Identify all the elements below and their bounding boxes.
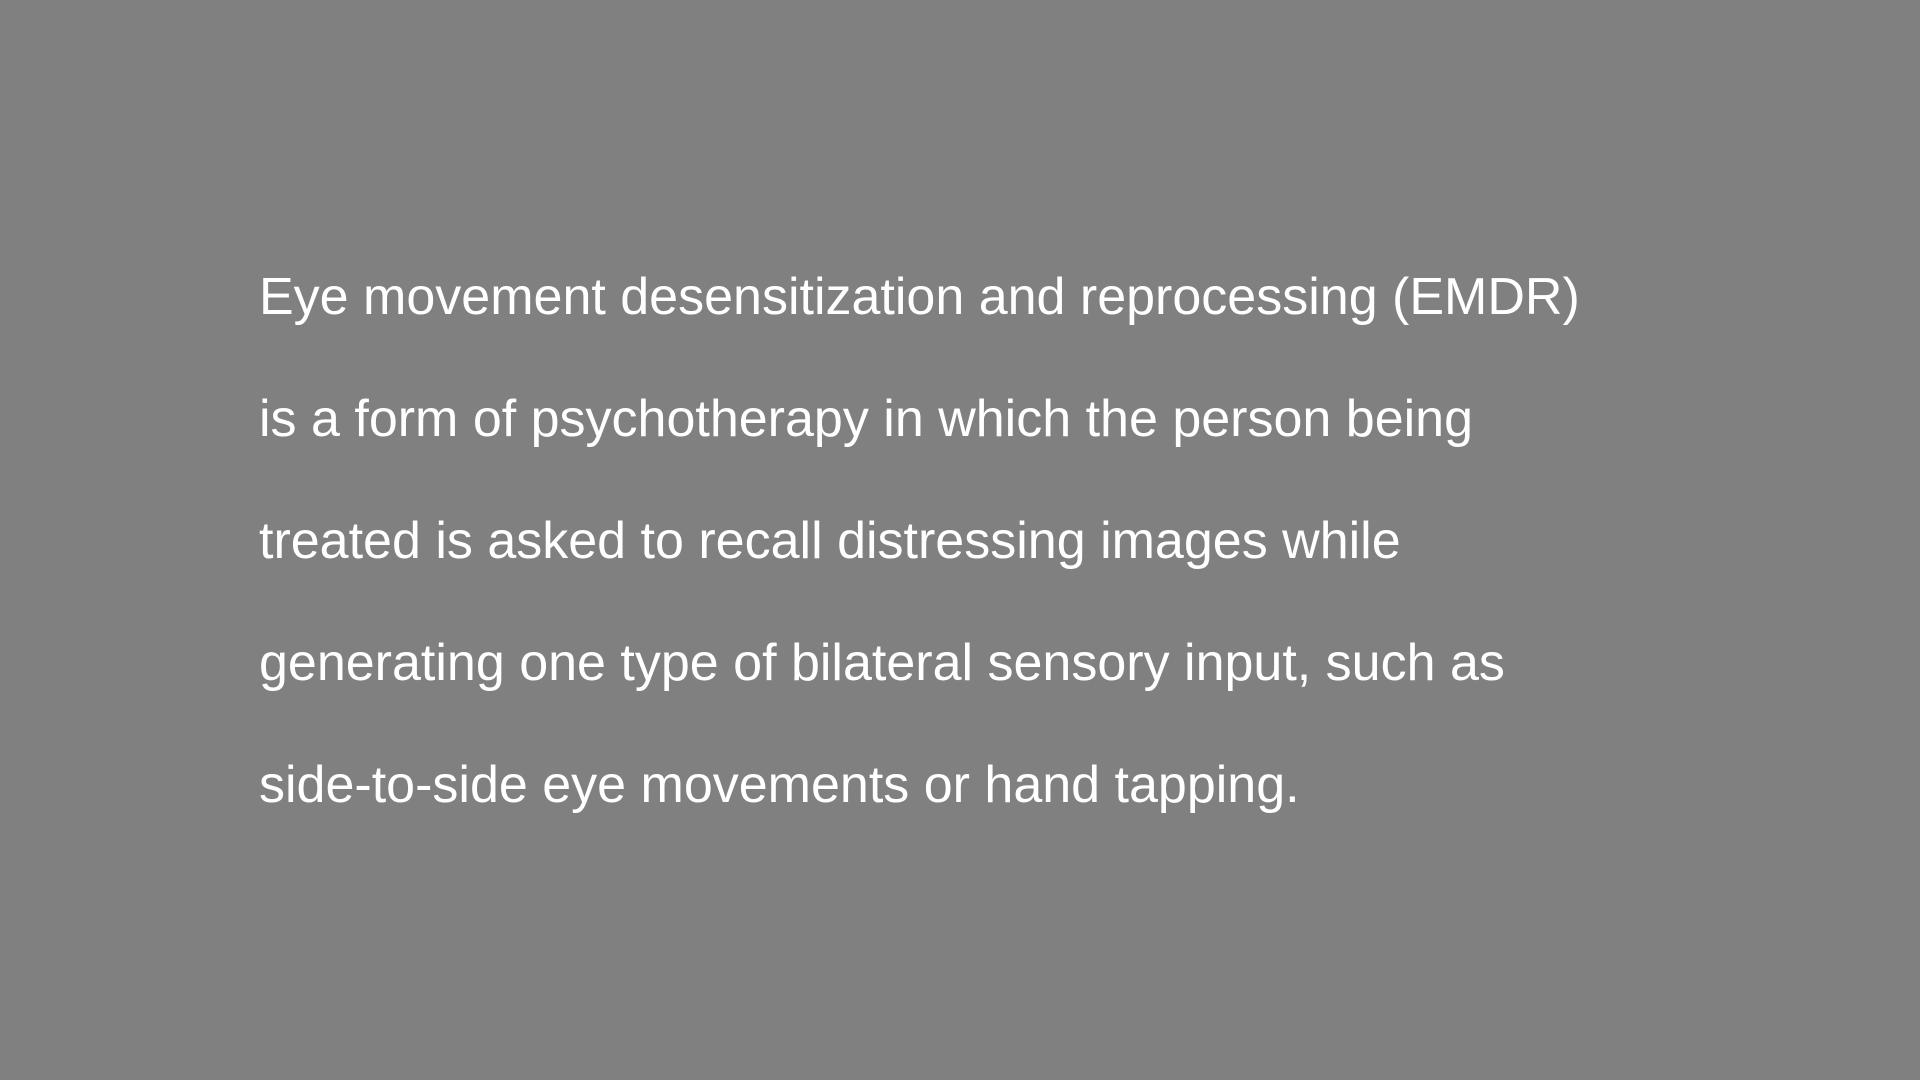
paragraph-line-5: side-to-side eye movements or hand tappi… [259, 756, 1300, 814]
paragraph-line-3: treated is asked to recall distressing i… [259, 512, 1401, 570]
emdr-paragraph: Eye movement desensitization and reproce… [259, 250, 1779, 860]
paragraph-line-2: is a form of psychotherapy in which the … [259, 390, 1474, 448]
paragraph-line-1: Eye movement desensitization and reproce… [259, 268, 1580, 326]
paragraph-line-4: generating one type of bilateral sensory… [259, 634, 1505, 692]
